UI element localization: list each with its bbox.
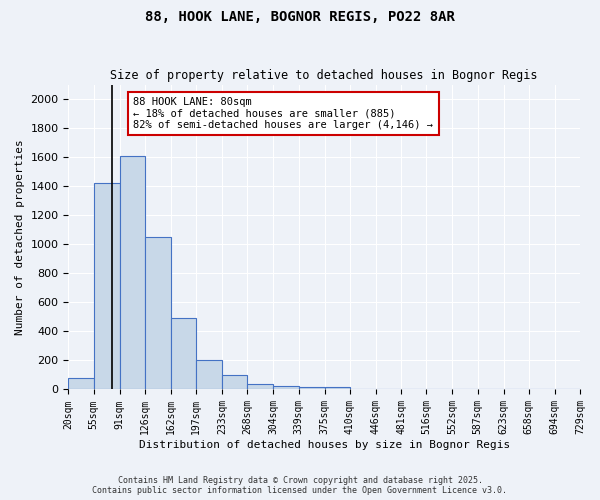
Bar	[222, 375, 247, 390]
Y-axis label: Number of detached properties: Number of detached properties	[15, 139, 25, 335]
Title: Size of property relative to detached houses in Bognor Regis: Size of property relative to detached ho…	[110, 69, 538, 82]
Text: 88, HOOK LANE, BOGNOR REGIS, PO22 8AR: 88, HOOK LANE, BOGNOR REGIS, PO22 8AR	[145, 10, 455, 24]
Bar	[171, 318, 196, 390]
Bar	[196, 360, 222, 390]
X-axis label: Distribution of detached houses by size in Bognor Regis: Distribution of detached houses by size …	[139, 440, 510, 450]
Bar	[145, 237, 171, 390]
Bar	[68, 378, 94, 390]
Bar	[94, 184, 119, 390]
Text: Contains HM Land Registry data © Crown copyright and database right 2025.
Contai: Contains HM Land Registry data © Crown c…	[92, 476, 508, 495]
Bar	[274, 386, 299, 390]
Bar	[299, 388, 325, 390]
Bar	[325, 388, 350, 390]
Bar	[247, 384, 274, 390]
Bar	[119, 156, 145, 390]
Text: 88 HOOK LANE: 80sqm
← 18% of detached houses are smaller (885)
82% of semi-detac: 88 HOOK LANE: 80sqm ← 18% of detached ho…	[133, 97, 433, 130]
